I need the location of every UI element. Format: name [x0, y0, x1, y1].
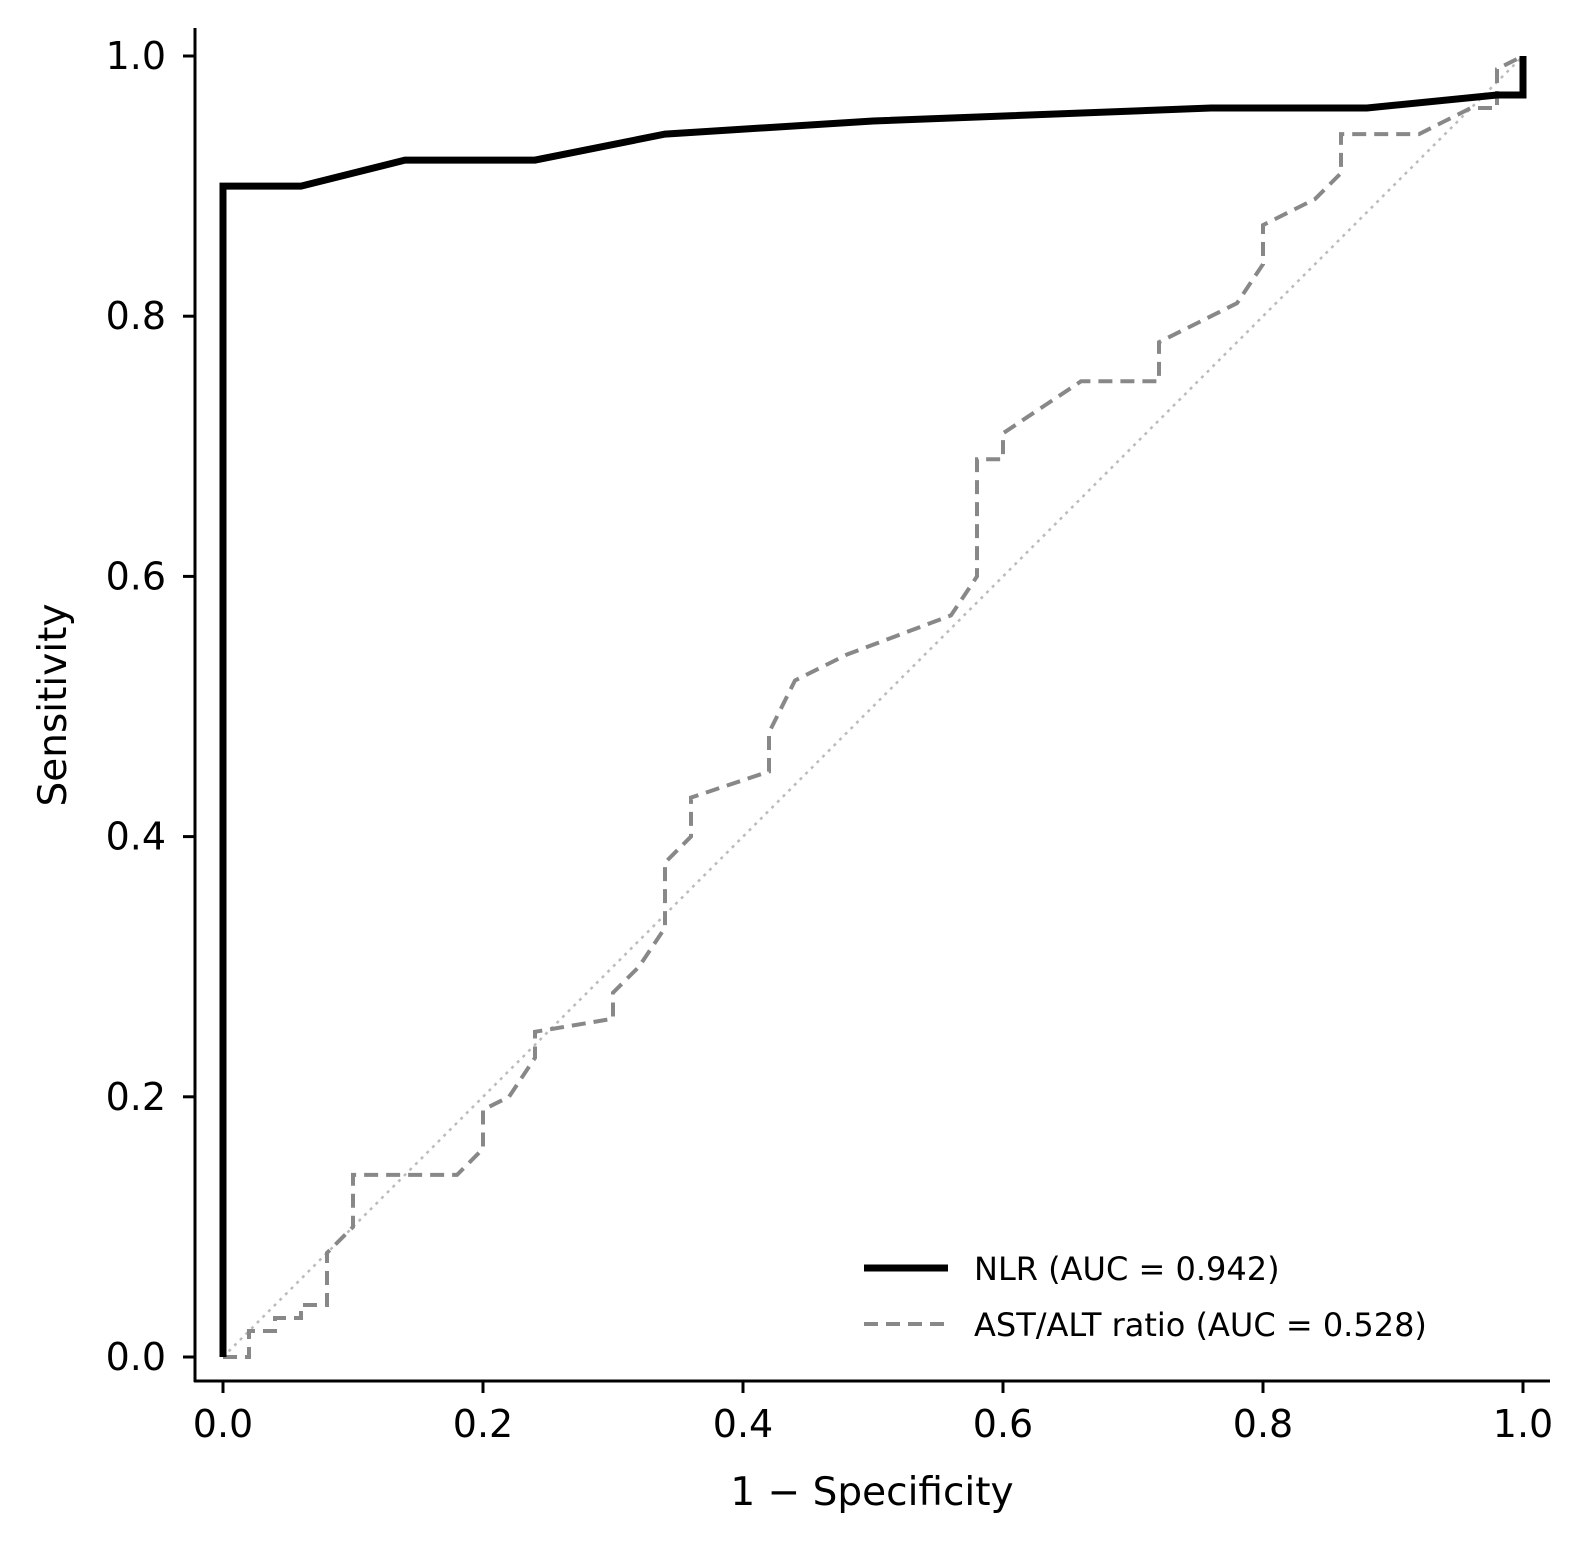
y-tick-label: 1.0: [106, 34, 166, 78]
y-axis-label: Sensitivity: [31, 603, 76, 806]
x-tick-label: 0.0: [193, 1402, 253, 1446]
reference-diagonal-line: [222, 55, 1524, 1358]
y-tick-label: 0.2: [106, 1075, 166, 1119]
x-axis-label: 1 − Specificity: [730, 1470, 1013, 1515]
legend-label-nlr: NLR (AUC = 0.942): [974, 1250, 1280, 1288]
x-tick-label: 0.2: [453, 1402, 513, 1446]
legend: NLR (AUC = 0.942) AST/ALT ratio (AUC = 0…: [864, 1250, 1427, 1344]
x-tick-label: 0.4: [713, 1402, 773, 1446]
legend-label-ast-alt: AST/ALT ratio (AUC = 0.528): [974, 1306, 1427, 1344]
x-tick-label: 0.8: [1233, 1402, 1293, 1446]
y-tick-label: 0.0: [106, 1335, 166, 1379]
y-tick-label: 0.4: [106, 815, 166, 859]
y-tick-label: 0.6: [106, 554, 166, 598]
x-tick-label: 1.0: [1493, 1402, 1553, 1446]
y-tick-label: 0.8: [106, 294, 166, 338]
axes: [193, 28, 1550, 1383]
nlr-roc-line: [219, 56, 1527, 1357]
ast-alt-roc-line: [223, 54, 1524, 1359]
x-tick-label: 0.6: [973, 1402, 1033, 1446]
ticks: 0.0 0.2 0.4 0.6 0.8 1.0 0.0 0.2 0.4 0.6 0.8 1.0: [106, 34, 1554, 1446]
series-layer: [219, 54, 1527, 1359]
